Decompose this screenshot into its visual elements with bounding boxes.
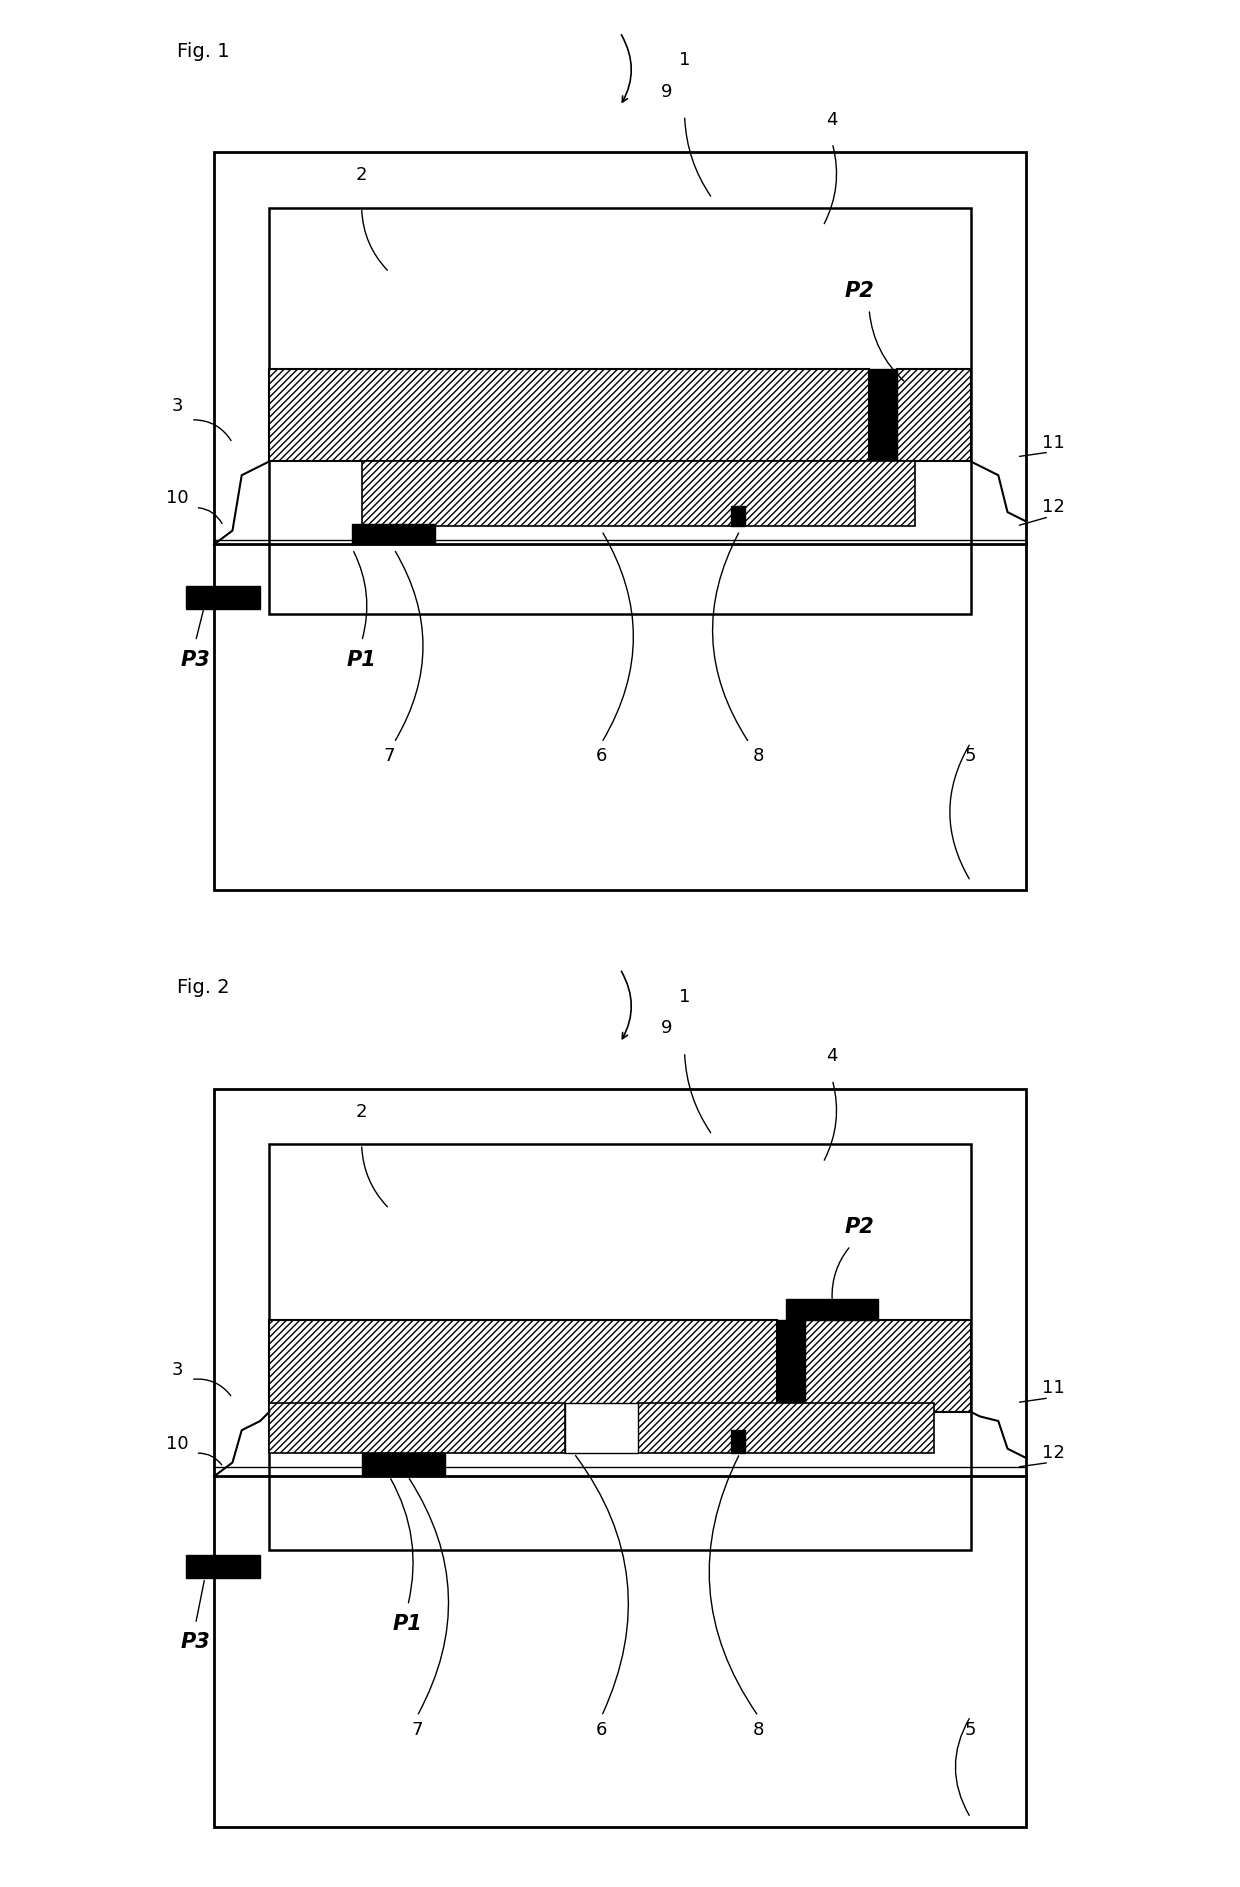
Text: 2: 2 [356,1102,367,1121]
Text: 7: 7 [383,747,396,766]
Text: 5: 5 [965,747,976,766]
Text: 8: 8 [753,747,764,766]
Text: P3: P3 [181,1632,211,1653]
Bar [186,1555,260,1578]
Text: P3: P3 [181,649,211,670]
Text: Fig. 1: Fig. 1 [177,42,229,60]
Text: P1: P1 [347,649,377,670]
Bar [215,1089,1025,1827]
Text: 6: 6 [596,747,608,766]
Text: 3: 3 [171,1361,182,1379]
Text: Fig. 2: Fig. 2 [177,977,229,996]
Text: 10: 10 [166,489,188,508]
Bar [897,370,971,462]
Bar [269,1319,776,1411]
Bar [269,208,971,613]
Bar [362,462,915,526]
Bar [215,153,1025,891]
Bar [639,1402,934,1453]
Bar [805,1319,971,1411]
Bar [186,587,260,610]
Text: 4: 4 [827,111,838,128]
Text: 4: 4 [827,1047,838,1064]
Text: 1: 1 [678,51,691,70]
Text: 2: 2 [356,166,367,183]
Text: 3: 3 [171,396,182,415]
Bar [869,370,897,462]
Bar [269,1402,564,1453]
Bar [269,370,869,462]
Text: 12: 12 [1042,498,1065,517]
Text: 11: 11 [1043,1379,1065,1398]
Bar [352,525,435,545]
Text: 9: 9 [661,1019,672,1038]
Bar [564,1402,639,1453]
Bar [362,1453,445,1476]
Text: 12: 12 [1042,1444,1065,1462]
Bar [786,1300,878,1319]
Bar [269,1144,971,1551]
Text: 10: 10 [166,1434,188,1453]
Text: P2: P2 [844,281,874,300]
Text: 9: 9 [661,83,672,100]
Text: P2: P2 [844,1217,874,1238]
Text: 7: 7 [412,1721,423,1738]
Bar [730,506,744,526]
Bar [730,1430,744,1453]
Bar [776,1319,805,1411]
Text: 8: 8 [753,1721,764,1738]
Text: 11: 11 [1043,434,1065,451]
Text: P1: P1 [393,1613,423,1634]
Text: 1: 1 [678,987,691,1006]
Text: 5: 5 [965,1721,976,1738]
Text: 6: 6 [596,1721,608,1738]
